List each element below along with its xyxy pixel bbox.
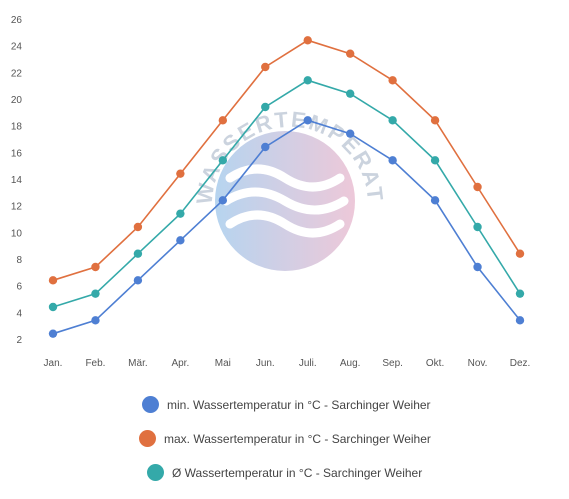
y-tick-label: 14 [11,175,23,186]
watermark-wave-3 [225,210,345,238]
y-tick-label: 18 [11,122,23,133]
data-point-avg[interactable] [91,289,100,298]
y-tick-label: 22 [11,68,23,79]
y-tick-label: 6 [16,282,22,293]
data-point-min[interactable] [430,196,440,205]
legend-item-min[interactable]: min. Wassertemperatur in °C - Sarchinger… [142,396,431,413]
data-point-avg[interactable] [430,156,440,165]
data-point-max[interactable] [218,116,228,125]
data-point-max[interactable] [515,249,525,258]
legend-marker-avg [147,464,164,481]
data-point-max[interactable] [345,49,355,58]
x-tick-label: Sep. [382,358,403,369]
data-point-avg[interactable] [303,76,312,85]
y-tick-label: 4 [16,308,22,319]
x-tick-label: Aug. [340,358,361,369]
data-point-min[interactable] [345,129,355,138]
series-lines [52,39,521,335]
chart-svg: WASSERTEMPERATUR.ORG 2468101214161820222… [0,0,531,369]
y-tick-label: 2 [16,335,22,346]
series-line-max [52,39,521,282]
data-point-avg[interactable] [388,116,397,125]
data-point-max[interactable] [133,222,143,232]
legend-label-max: max. Wassertemperatur in °C - Sarchinger… [164,431,431,446]
data-point-max[interactable] [48,276,58,285]
legend-marker-max [139,430,156,447]
data-point-avg[interactable] [133,249,143,258]
x-tick-label: Dez. [510,358,531,369]
legend-label-avg: Ø Wassertemperatur in °C - Sarchinger We… [172,465,423,480]
data-point-min[interactable] [515,316,525,325]
data-point-avg[interactable] [176,209,185,218]
x-tick-label: Mai [215,358,231,369]
data-point-min[interactable] [91,316,100,325]
data-point-max[interactable] [473,182,482,192]
series-line-min [52,119,521,335]
data-point-avg[interactable] [515,289,525,298]
data-point-max[interactable] [430,116,440,125]
x-tick-label: Jan. [44,358,63,369]
watermark-wave-2 [221,187,349,215]
line-chart: WASSERTEMPERATUR.ORG 2468101214161820222… [0,0,531,369]
data-point-avg[interactable] [345,89,355,98]
data-point-avg[interactable] [473,222,482,232]
x-tick-label: Jun. [256,358,275,369]
data-point-avg[interactable] [48,302,58,312]
x-axis: Jan. Feb. Mär. Apr. Mai Jun. Juli. Aug. Sep. Okt.… [44,358,531,369]
x-tick-label: Juli. [299,358,317,369]
series-line-avg [52,79,521,308]
y-tick-label: 8 [16,255,22,266]
legend-item-max[interactable]: max. Wassertemperatur in °C - Sarchinger… [139,430,431,447]
legend-item-avg[interactable]: Ø Wassertemperatur in °C - Sarchinger We… [147,464,422,481]
y-tick-label: 24 [11,42,23,53]
data-point-max[interactable] [388,76,397,85]
data-point-max[interactable] [303,36,312,45]
legend-marker-min [142,396,159,413]
y-tick-label: 20 [11,95,23,106]
x-tick-label: Mär. [128,358,147,369]
y-tick-label: 12 [11,202,23,213]
data-point-avg[interactable] [218,156,228,165]
data-point-max[interactable] [91,262,100,272]
legend-label-min: min. Wassertemperatur in °C - Sarchinger… [167,397,431,412]
data-point-min[interactable] [473,262,482,272]
x-tick-label: Okt. [426,358,444,369]
data-point-min[interactable] [388,156,397,165]
data-point-min[interactable] [176,236,185,245]
y-tick-label: 26 [11,15,23,26]
data-point-min[interactable] [303,116,312,125]
data-point-min[interactable] [133,276,143,285]
data-point-max[interactable] [176,169,185,178]
data-point-min[interactable] [48,329,58,338]
x-tick-label: Nov. [468,358,488,369]
y-tick-label: 10 [11,228,23,239]
series-points [48,36,525,338]
data-point-max[interactable] [261,62,270,72]
watermark-logo: WASSERTEMPERATUR.ORG [0,0,386,271]
data-point-avg[interactable] [261,102,270,112]
x-tick-label: Feb. [85,358,105,369]
data-point-min[interactable] [261,142,270,152]
y-tick-label: 16 [11,148,23,159]
x-tick-label: Apr. [171,358,189,369]
data-point-min[interactable] [218,196,228,205]
